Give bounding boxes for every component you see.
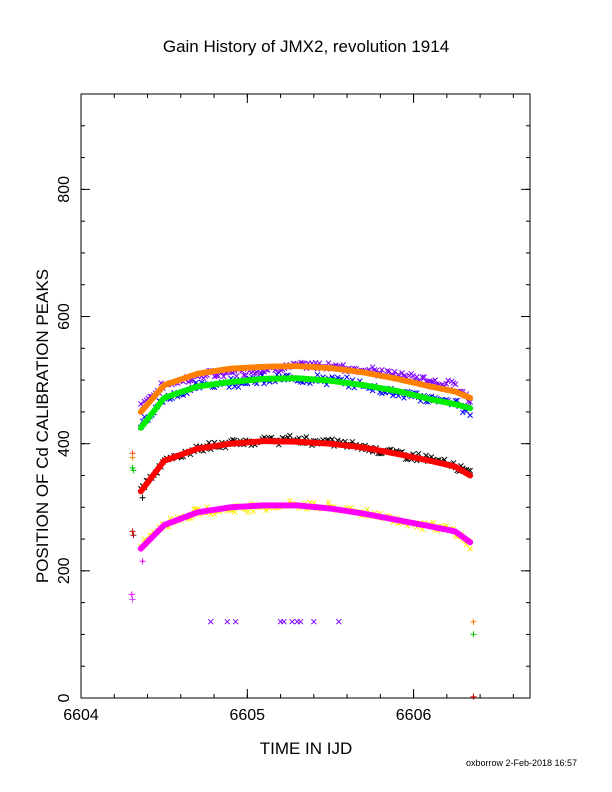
series-6-point (244, 509, 251, 515)
series-2-point (344, 374, 350, 380)
series-0-point (241, 372, 247, 379)
extra-point (207, 618, 214, 625)
extra-point (289, 618, 296, 625)
series-0-point (421, 374, 427, 380)
extra-point (128, 591, 135, 598)
series-0-point (432, 377, 439, 383)
extra-point (139, 558, 146, 565)
y-tick-label: 200 (56, 557, 73, 584)
x-tick-label: 6604 (63, 707, 99, 724)
x-axis-label: TIME IN IJD (260, 739, 353, 758)
extra-point (470, 693, 477, 700)
extra-point (130, 532, 137, 539)
extra-point (310, 618, 317, 625)
series-0-point (252, 370, 258, 376)
extra-point (470, 618, 477, 625)
extra-point (129, 464, 136, 471)
series-0-point (443, 380, 450, 387)
series-0-point (391, 368, 398, 375)
series-2-point (401, 394, 407, 401)
extra-point (129, 528, 136, 535)
timestamp-footer: oxborrow 2-Feb-2018 16:57 (466, 758, 578, 768)
x-tick-label: 6605 (229, 707, 265, 724)
series-2-point (467, 412, 473, 419)
plot-area (128, 359, 477, 700)
series-2-point (390, 392, 396, 399)
y-tick-label: 400 (56, 430, 73, 457)
series-6-point (263, 507, 269, 514)
extra-point (129, 596, 136, 603)
series-6-point (325, 499, 332, 506)
series-5-point (467, 472, 474, 479)
extra-point (281, 618, 287, 625)
series-3-point (467, 405, 474, 412)
y-tick-label: 0 (56, 693, 73, 702)
series-4-point (303, 434, 310, 440)
series-6-point (231, 509, 238, 515)
x-tick-label: 6606 (396, 707, 432, 724)
series-4-point (287, 432, 293, 439)
series-2-point (459, 409, 466, 416)
extra-point (129, 454, 136, 461)
series-0-point (378, 367, 385, 373)
extra-point (470, 631, 477, 638)
extra-point (232, 618, 239, 625)
y-axis: 0 200 400 600 800 (56, 93, 530, 702)
axes (80, 93, 531, 699)
y-tick-label: 800 (56, 176, 73, 203)
series-7-point (467, 539, 474, 546)
y-tick-label: 600 (56, 303, 73, 330)
series-2-point (314, 371, 321, 378)
series-0-point (413, 374, 420, 380)
series-0-point (428, 378, 435, 385)
series-0-point (452, 381, 459, 388)
extra-point (130, 467, 137, 474)
plot-frame (80, 93, 531, 699)
extra-point (224, 618, 231, 625)
x-axis: 6604 6605 6606 (63, 94, 514, 724)
series-1-point (467, 394, 474, 401)
extra-point (139, 494, 146, 501)
series-6-point (250, 508, 256, 515)
extra-point (297, 618, 304, 625)
extra-point (335, 618, 342, 625)
y-axis-label: POSITION OF Cd CALIBRATION PEAKS (33, 269, 52, 583)
series-6-point (467, 545, 473, 552)
chart-title: Gain History of JMX2, revolution 1914 (163, 37, 449, 56)
